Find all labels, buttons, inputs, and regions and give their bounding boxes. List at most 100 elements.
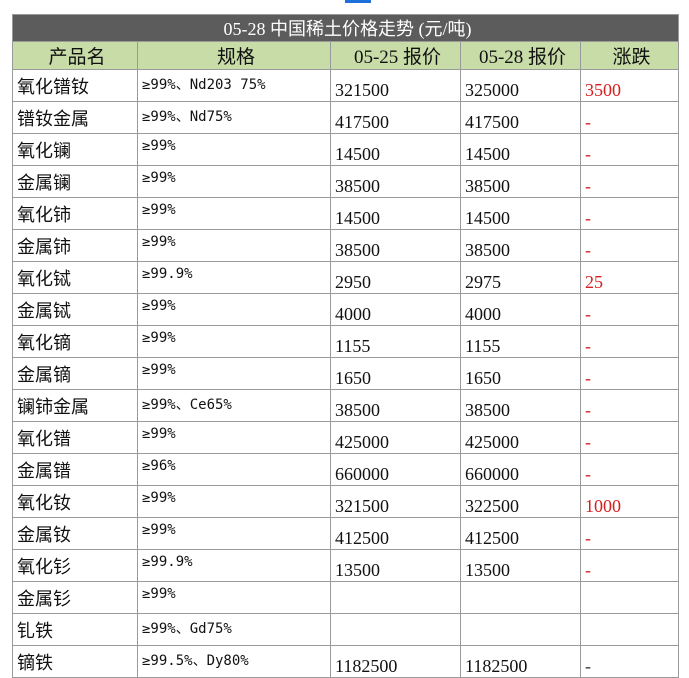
spec: ≥99% (137, 357, 331, 390)
product-name: 氧化镨钕 (12, 69, 138, 102)
price-prev (330, 613, 461, 646)
price-curr: 38500 (460, 389, 581, 422)
change: - (579, 357, 680, 390)
price-curr (460, 581, 581, 614)
table-title: 05-28 中国稀土价格走势 (元/吨) (11, 14, 680, 42)
table-row: 氧化铈 ≥99% 14500 14500- (12, 197, 680, 230)
table-row: 氧化钕 ≥99% 321500 322500 1000 (12, 485, 680, 518)
change: - (579, 197, 680, 230)
price-prev: 38500 (330, 389, 461, 422)
change: - (579, 421, 680, 454)
change: - (579, 645, 680, 678)
price-prev: 1650 (330, 357, 461, 390)
price-prev (330, 581, 461, 614)
price-curr (460, 613, 581, 646)
price-curr: 425000 (460, 421, 581, 454)
change: - (579, 453, 680, 486)
price-prev: 425000 (330, 421, 461, 454)
price-curr: 2975 (460, 261, 581, 294)
table-row: 金属镧 ≥99% 38500 38500- (12, 165, 680, 198)
spec: ≥99%、Nd75% (137, 101, 331, 134)
table-row: 氧化镨钕 ≥99%、Nd203 75% 321500 325000 3500 (12, 69, 680, 102)
spec: ≥99%、Ce65% (137, 389, 331, 422)
product-name: 金属铈 (12, 229, 138, 262)
column-header: 05-28 报价 (460, 41, 581, 70)
product-name: 金属钕 (12, 517, 138, 550)
table-row: 金属钐 ≥99% (12, 581, 680, 614)
price-curr: 660000 (460, 453, 581, 486)
change: - (579, 549, 680, 582)
price-prev: 417500 (330, 101, 461, 134)
spec: ≥99% (137, 133, 331, 166)
spec: ≥99% (137, 293, 331, 326)
table-row: 氧化镨 ≥99% 425000 425000- (12, 421, 680, 454)
table-row: 金属铈 ≥99% 38500 38500- (12, 229, 680, 262)
product-name: 氧化铈 (12, 197, 138, 230)
table-row: 金属镝 ≥99% 1650 1650- (12, 357, 680, 390)
product-name: 镨钕金属 (12, 101, 138, 134)
spec: ≥99% (137, 485, 331, 518)
price-prev: 4000 (330, 293, 461, 326)
price-prev: 14500 (330, 133, 461, 166)
column-header: 05-25 报价 (330, 41, 461, 70)
price-curr: 1650 (460, 357, 581, 390)
product-name: 氧化铽 (12, 261, 138, 294)
table-row: 钆铁 ≥99%、Gd75% (12, 613, 680, 646)
change: - (579, 325, 680, 358)
product-name: 金属铽 (12, 293, 138, 326)
change: 25 (579, 261, 680, 294)
price-prev: 38500 (330, 165, 461, 198)
change: - (579, 517, 680, 550)
change: - (579, 389, 680, 422)
product-name: 氧化镝 (12, 325, 138, 358)
price-prev: 2950 (330, 261, 461, 294)
table-row: 氧化镧 ≥99% 14500 14500- (12, 133, 680, 166)
column-header: 规格 (137, 41, 331, 70)
spec: ≥99% (137, 325, 331, 358)
spec: ≥99% (137, 421, 331, 454)
change: - (579, 101, 680, 134)
product-name: 氧化钐 (12, 549, 138, 582)
column-header: 涨跌 (579, 41, 680, 70)
product-name: 金属镝 (12, 357, 138, 390)
product-name: 镧铈金属 (12, 389, 138, 422)
change: - (579, 165, 680, 198)
price-table: 05-28 中国稀土价格走势 (元/吨) 产品名 规格 05-25 报价 05-28 … (11, 14, 680, 678)
change: - (579, 293, 680, 326)
column-header: 产品名 (12, 41, 138, 70)
price-curr: 38500 (460, 229, 581, 262)
product-name: 金属镧 (12, 165, 138, 198)
top-indicator (345, 0, 371, 3)
product-name: 金属钐 (12, 581, 138, 614)
price-curr: 14500 (460, 133, 581, 166)
table-row: 氧化铽 ≥99.9% 2950 2975 25 (12, 261, 680, 294)
spec: ≥99.5%、Dy80% (137, 645, 331, 678)
spec: ≥99.9% (137, 549, 331, 582)
price-prev: 321500 (330, 485, 461, 518)
price-prev: 321500 (330, 69, 461, 102)
product-name: 氧化镨 (12, 421, 138, 454)
spec: ≥99%、Nd203 75% (137, 69, 331, 102)
price-curr: 412500 (460, 517, 581, 550)
product-name: 氧化钕 (12, 485, 138, 518)
change (579, 581, 680, 614)
product-name: 金属镨 (12, 453, 138, 486)
product-name: 钆铁 (12, 613, 138, 646)
price-prev: 13500 (330, 549, 461, 582)
spec: ≥99%、Gd75% (137, 613, 331, 646)
table-row: 镝铁 ≥99.5%、Dy80% 1182500 1182500- (12, 645, 680, 678)
product-name: 镝铁 (12, 645, 138, 678)
table-row: 金属钕 ≥99% 412500 412500- (12, 517, 680, 550)
table-row: 金属铽 ≥99% 4000 4000- (12, 293, 680, 326)
change: 1000 (579, 485, 680, 518)
change: - (579, 229, 680, 262)
spec: ≥99% (137, 229, 331, 262)
spec: ≥96% (137, 453, 331, 486)
price-curr: 13500 (460, 549, 581, 582)
change (579, 613, 680, 646)
price-curr: 1155 (460, 325, 581, 358)
price-curr: 4000 (460, 293, 581, 326)
price-curr: 14500 (460, 197, 581, 230)
spec: ≥99% (137, 517, 331, 550)
price-prev: 412500 (330, 517, 461, 550)
